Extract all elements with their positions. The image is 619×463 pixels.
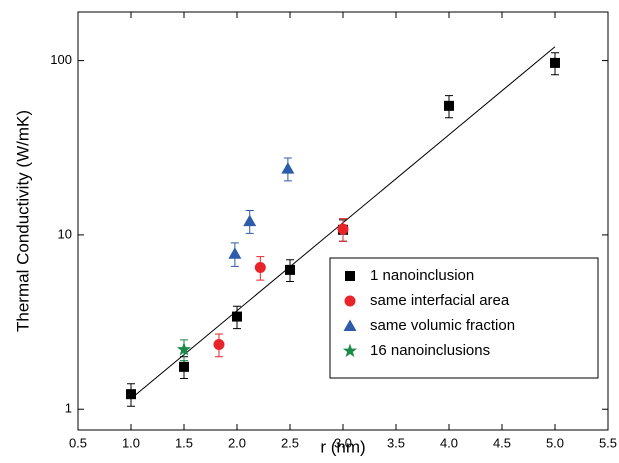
- marker: [281, 162, 295, 174]
- x-tick-label: 5.0: [546, 435, 564, 450]
- marker: [176, 342, 192, 356]
- marker: [337, 223, 349, 235]
- y-tick-label: 1: [65, 401, 72, 416]
- x-tick-label: 1.0: [122, 435, 140, 450]
- legend-marker: [343, 319, 357, 331]
- legend-label: same interfacial area: [370, 292, 510, 309]
- x-tick-label: 2.0: [228, 435, 246, 450]
- marker: [285, 264, 295, 275]
- x-tick-label: 5.5: [599, 435, 617, 450]
- marker: [444, 100, 454, 111]
- y-axis-title: Thermal Conductivity (W/mK): [13, 110, 32, 332]
- legend-marker: [342, 343, 358, 358]
- x-tick-label: 4.0: [440, 435, 458, 450]
- marker: [126, 389, 136, 400]
- x-tick-label: 3.0: [334, 435, 352, 450]
- x-tick-label: 3.5: [387, 435, 405, 450]
- y-tick-label: 10: [58, 226, 72, 241]
- legend-label: 16 nanoinclusions: [370, 342, 490, 359]
- legend-marker: [345, 271, 355, 281]
- x-tick-label: 0.5: [69, 435, 87, 450]
- marker: [243, 214, 257, 227]
- legend-marker: [344, 295, 356, 307]
- legend-label: 1 nanoinclusion: [370, 267, 474, 284]
- marker: [179, 361, 189, 372]
- x-axis-title: r (nm): [320, 437, 365, 456]
- x-tick-label: 1.5: [175, 435, 193, 450]
- marker: [232, 311, 242, 322]
- marker: [213, 339, 225, 351]
- marker: [254, 262, 266, 274]
- marker: [550, 57, 560, 68]
- legend-box: [329, 257, 599, 379]
- legend-label: same volumic fraction: [370, 317, 515, 334]
- marker: [228, 247, 242, 259]
- x-tick-label: 2.5: [281, 435, 299, 450]
- y-tick-label: 100: [50, 52, 72, 67]
- x-tick-label: 4.5: [493, 435, 511, 450]
